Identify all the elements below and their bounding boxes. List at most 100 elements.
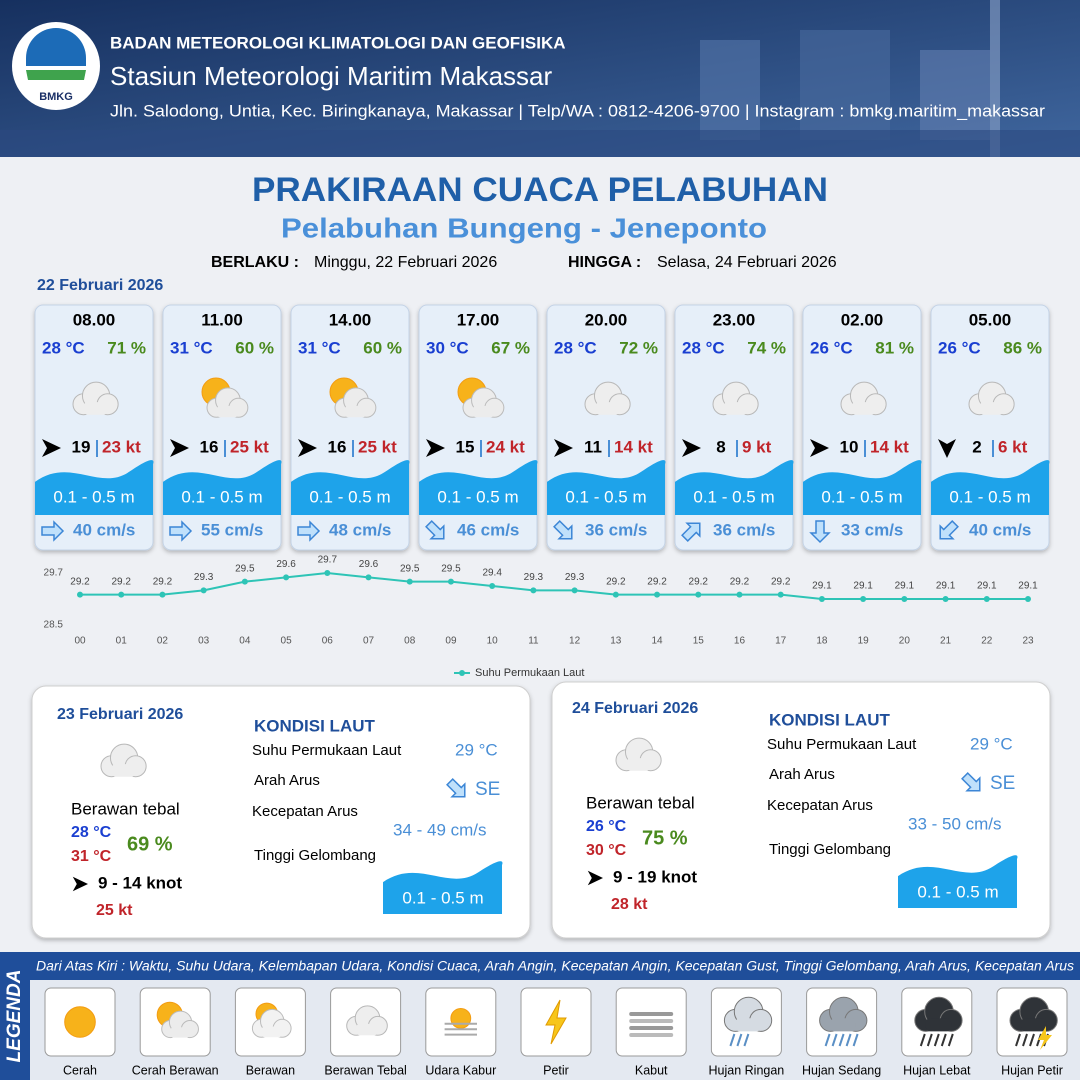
current-arrow <box>961 772 981 792</box>
validity-label: BERLAKU : <box>211 254 299 271</box>
validity-date: Minggu, 22 Februari 2026 <box>314 254 497 271</box>
rain-line <box>729 1033 736 1047</box>
date: 23 Februari 2026 <box>57 706 183 723</box>
x-tick-label: 05 <box>281 636 293 647</box>
sst-point <box>942 596 949 602</box>
x-tick-label: 08 <box>404 636 416 647</box>
temp-max: 30 °C <box>586 842 627 859</box>
wind-arrow <box>42 439 61 457</box>
current-speed: 40 cm/s <box>969 520 1031 539</box>
wind-speed: 10 <box>840 437 859 456</box>
cloud-icon <box>334 387 377 418</box>
current-speed: 40 cm/s <box>73 520 135 539</box>
sst-point <box>736 591 743 598</box>
current-arrow <box>553 520 573 540</box>
humidity: 60 % <box>235 338 274 357</box>
value-label: 29.1 <box>812 581 832 592</box>
sea-label: Tinggi Gelombang <box>254 847 376 864</box>
current-arrow <box>41 520 65 542</box>
current-speed: 36 cm/s <box>585 520 647 539</box>
rain-line <box>919 1033 926 1047</box>
humidity: 75 % <box>642 827 688 849</box>
header-scene <box>700 40 760 140</box>
cloud-part <box>356 1023 378 1036</box>
wave-band <box>291 460 410 515</box>
x-tick-label: 06 <box>322 636 334 647</box>
sst-point <box>324 570 331 576</box>
x-tick-label: 10 <box>487 636 499 647</box>
subtitle: Pelabuhan Bungeng - Jeneponto <box>281 212 767 243</box>
value-label: 29.3 <box>565 572 585 583</box>
value-label: 29.1 <box>895 581 915 592</box>
wave-band <box>419 460 538 515</box>
gust-speed: 25 kt <box>230 437 269 456</box>
cloud-part <box>830 1018 856 1032</box>
time: 17.00 <box>457 310 500 329</box>
current-arrow <box>169 520 193 542</box>
sst-point <box>571 587 578 594</box>
cloud-icon <box>840 381 887 416</box>
wave-height: 0.1 - 0.5 m <box>402 888 483 907</box>
value-label: 29.1 <box>936 581 956 592</box>
value-label: 29.2 <box>153 576 173 587</box>
sea-label: Arah Arus <box>254 772 320 789</box>
wave-band <box>163 460 282 515</box>
sun-icon <box>64 1006 96 1038</box>
wind-arrow <box>682 439 701 457</box>
x-tick-label: 01 <box>116 636 128 647</box>
wave-band <box>35 460 154 515</box>
x-tick-label: 16 <box>734 636 746 647</box>
x-tick-label: 00 <box>74 636 86 647</box>
current-arrow <box>297 520 321 542</box>
logo-mark <box>26 70 86 80</box>
legend-band <box>30 952 1080 980</box>
wind-speed: 15 <box>456 437 475 456</box>
wave-height: 0.1 - 0.5 m <box>309 487 390 506</box>
sst-point <box>489 583 496 589</box>
gust-speed: 6 kt <box>998 437 1028 456</box>
cloud-icon <box>251 1008 292 1038</box>
wave-height: 0.1 - 0.5 m <box>693 487 774 506</box>
legend-item: Petir <box>543 1063 569 1077</box>
x-tick-label: 07 <box>363 636 375 647</box>
temp-min: 28 °C <box>71 824 112 841</box>
humidity: 69 % <box>127 833 173 855</box>
cloud-part <box>723 402 748 415</box>
legend-title: LEGENDA <box>4 970 25 1063</box>
wind-arrow <box>938 439 956 458</box>
fog-line <box>629 1026 674 1030</box>
org-name: BADAN METEOROLOGI KLIMATOLOGI DAN GEOFIS… <box>110 33 566 52</box>
current-direction: SE <box>990 773 1015 794</box>
current-arrow <box>809 520 831 544</box>
rain-line <box>1029 1033 1035 1047</box>
x-tick-label: 02 <box>157 636 169 647</box>
cloud-icon <box>723 996 773 1032</box>
x-tick-label: 13 <box>610 636 622 647</box>
legend-item: Udara Kabur <box>425 1063 496 1077</box>
humidity: 67 % <box>491 338 530 357</box>
sst-point <box>530 587 537 594</box>
value-label: 29.1 <box>1018 581 1038 592</box>
sea-label: Arah Arus <box>769 766 835 783</box>
wind-arrow <box>72 876 88 892</box>
x-tick-label: 04 <box>239 636 251 647</box>
legend-description: Dari Atas Kiri : Waktu, Suhu Udara, Kele… <box>36 959 1074 974</box>
value-label: 29.7 <box>318 555 338 566</box>
temperature: 31 °C <box>298 338 341 357</box>
value-label: 29.5 <box>235 563 255 574</box>
y-tick-label: 28.5 <box>44 620 64 631</box>
rain-line <box>947 1033 954 1047</box>
x-tick-label: 11 <box>528 636 539 647</box>
cloud-part <box>595 402 620 415</box>
sea-label: Kecepatan Arus <box>252 803 358 820</box>
humidity: 71 % <box>107 338 146 357</box>
x-tick-label: 14 <box>651 636 663 647</box>
humidity: 81 % <box>875 338 914 357</box>
current-arrow <box>681 522 701 542</box>
current-speed: 55 cm/s <box>201 520 263 539</box>
cloud-icon <box>819 996 868 1032</box>
temperature: 28 °C <box>554 338 597 357</box>
wind-speed: 2 <box>972 437 981 456</box>
x-tick-label: 20 <box>899 636 911 647</box>
